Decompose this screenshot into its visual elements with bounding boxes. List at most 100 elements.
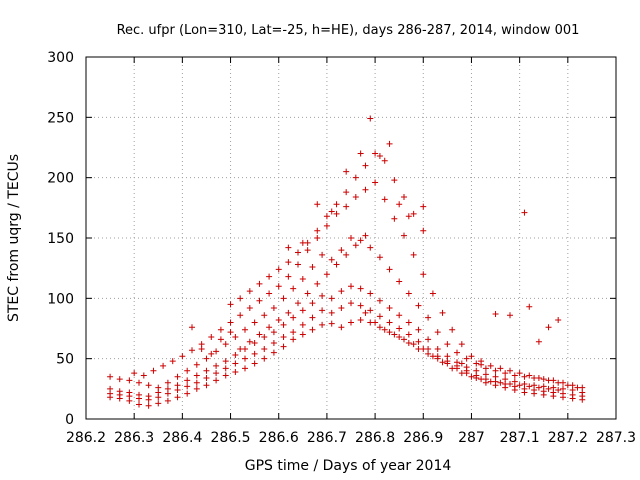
data-point [405,213,412,220]
data-point [362,186,369,193]
data-point [405,331,412,338]
data-point [405,290,412,297]
data-point [246,304,253,311]
data-point [256,280,263,287]
data-point [217,326,224,333]
data-point [299,307,306,314]
data-point [420,227,427,234]
data-point [362,232,369,239]
data-point [372,179,379,186]
x-tick-labels: 286.2 286.3 286.4 286.5 286.6 286.7 286.8 286.9… [66,430,636,446]
data-point [511,372,518,379]
data-point [328,256,335,263]
data-point [444,341,451,348]
data-point [285,244,292,251]
data-point [222,372,229,379]
data-point [401,193,407,200]
data-point [222,341,229,348]
data-point [348,319,354,326]
data-point [458,341,465,348]
data-point [555,387,562,394]
data-point [217,336,224,343]
data-point [261,355,268,362]
data-point [232,368,239,375]
data-point [429,353,436,360]
data-point [492,311,499,318]
data-point [473,367,480,374]
data-point [367,307,374,314]
data-point [227,329,234,336]
data-point [526,303,533,310]
series-8 [362,309,562,394]
data-point [391,331,398,338]
data-point [299,276,306,283]
data-point [304,290,311,297]
y-tick-label: 250 [47,110,74,126]
data-point [502,376,509,383]
data-point [376,324,383,331]
data-point [415,326,422,333]
data-point [314,227,321,234]
data-point [213,362,220,369]
data-point [266,324,273,331]
data-point [270,349,277,356]
data-point [242,365,248,372]
data-point [463,364,470,371]
series-4 [107,235,586,391]
series-11 [458,353,581,391]
data-point [270,329,277,336]
data-point [150,367,157,374]
data-point [319,292,326,299]
data-point [372,150,379,157]
data-point [386,304,393,311]
y-tick-label: 100 [47,291,74,307]
data-point [136,379,142,386]
data-point [309,314,316,321]
data-point [145,393,152,400]
data-point [516,382,523,389]
data-point [328,309,335,316]
data-point [386,266,393,273]
data-point [343,189,350,196]
data-point [140,372,147,379]
series-10 [189,232,369,357]
data-point [203,367,210,374]
data-point [482,371,489,378]
data-point [222,365,229,372]
y-tick-label: 200 [47,171,74,187]
data-point [290,285,297,292]
data-point [564,382,571,389]
data-point [323,213,330,220]
data-point [367,244,374,251]
data-point [309,263,316,270]
series-9 [478,209,562,368]
y-tick-labels: 0 50 100 150 200 250 300 [47,50,74,428]
data-point [449,326,456,333]
data-point [521,381,528,388]
data-point [314,280,321,287]
series-6 [227,150,427,308]
x-tick-label: 287.1 [500,430,540,446]
data-point [116,376,123,383]
data-point [251,319,258,326]
data-point [526,372,533,379]
data-point [420,346,427,353]
data-point [401,336,407,343]
data-point [203,374,210,381]
data-point [434,346,441,353]
data-point [222,358,229,365]
data-point [237,312,244,319]
data-point [376,152,383,159]
data-point [323,271,330,278]
data-point [449,365,456,372]
data-point [357,150,364,157]
data-point [145,402,152,409]
data-point [381,157,388,164]
data-point [511,378,518,385]
data-point [376,313,383,320]
y-tick-label: 0 [65,412,74,428]
data-point [338,304,345,311]
data-point [164,379,171,386]
data-point [454,359,460,366]
x-tick-label: 286.8 [355,430,395,446]
